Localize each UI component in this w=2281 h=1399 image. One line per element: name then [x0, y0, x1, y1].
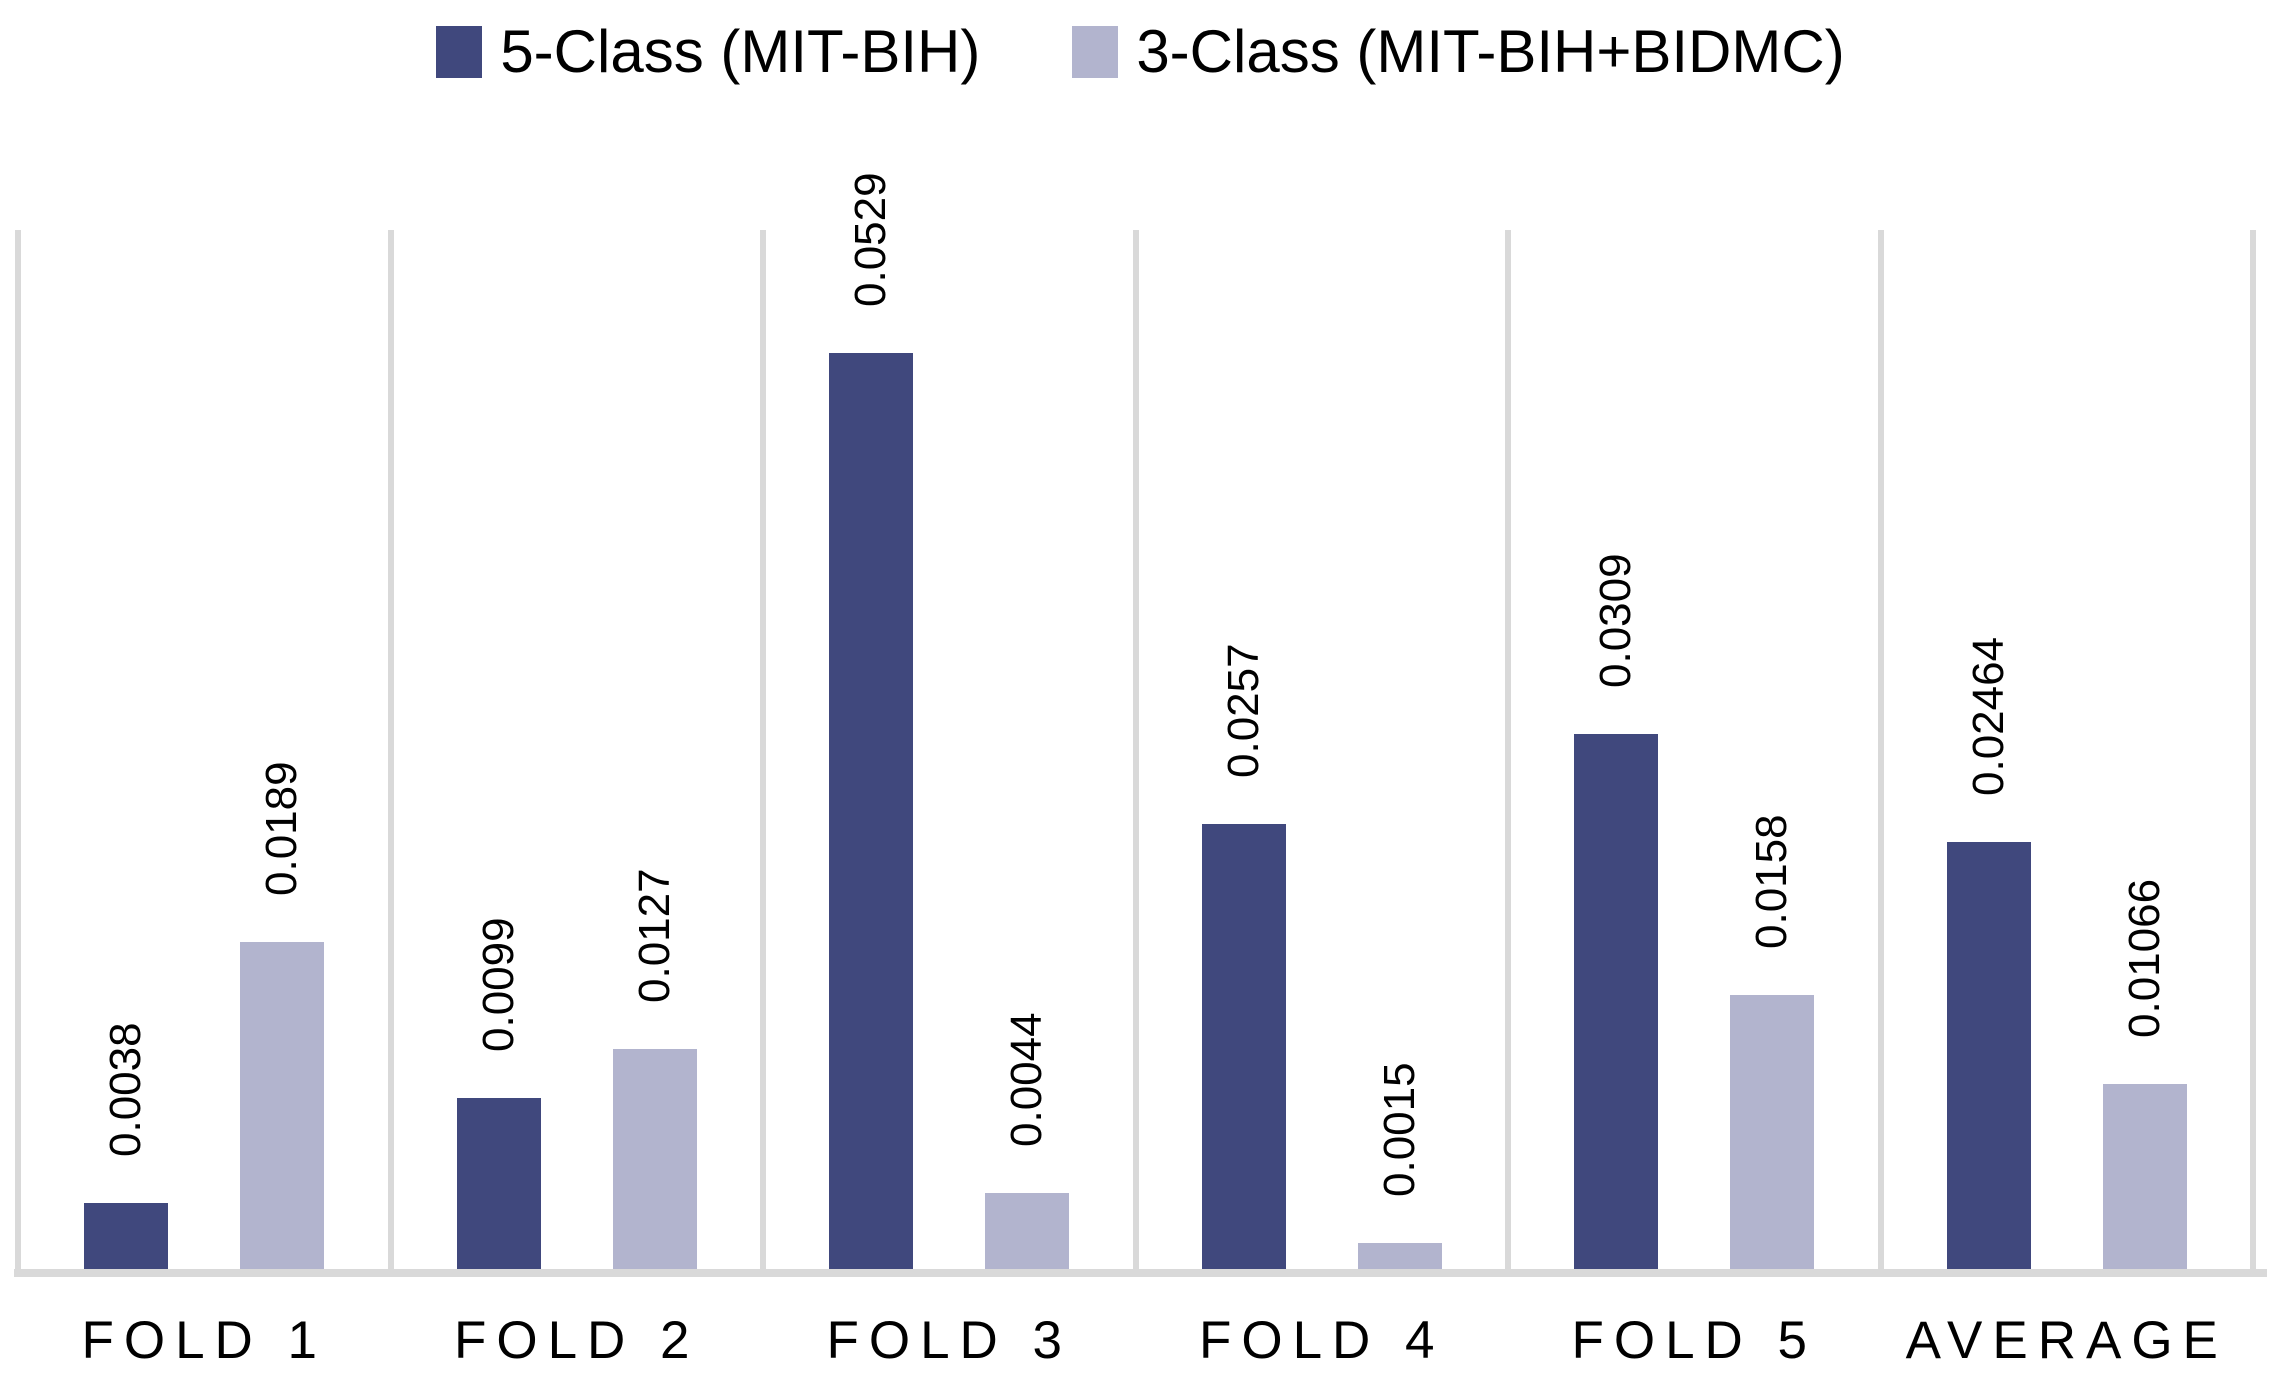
value-label-5-class-fold-3: 0.0529: [846, 172, 896, 307]
bar-3-class-average: [2102, 1084, 2187, 1269]
category-label-fold-1: FOLD 1: [81, 1311, 328, 1370]
value-label-3-class-average: 0.01066: [2119, 879, 2169, 1039]
category-separator-gridline: [2250, 230, 2256, 1269]
legend-label-3-class: 3-Class (MIT-BIH+BIDMC): [1136, 18, 1845, 85]
value-label-5-class-fold-1: 0.0038: [101, 1022, 151, 1158]
value-label-5-class-fold-5: 0.0309: [1591, 553, 1641, 688]
bar-3-class-fold-4: [1357, 1243, 1442, 1269]
category-label-fold-4: FOLD 4: [1198, 1311, 1445, 1370]
bar-3-class-fold-2: [612, 1049, 697, 1269]
bar-5-class-average: [1946, 842, 2031, 1269]
x-axis-line: [14, 1269, 2267, 1277]
bar-5-class-fold-1: [84, 1203, 169, 1269]
value-label-3-class-fold-5: 0.0158: [1747, 814, 1797, 950]
value-label-3-class-fold-3: 0.0044: [1002, 1012, 1052, 1147]
value-label-3-class-fold-1: 0.0189: [257, 761, 307, 896]
legend-label-5-class: 5-Class (MIT-BIH): [500, 18, 981, 85]
category-label-fold-3: FOLD 3: [826, 1311, 1073, 1370]
value-label-3-class-fold-4: 0.0015: [1374, 1062, 1424, 1198]
bar-5-class-fold-4: [1201, 823, 1286, 1269]
legend-item-5-class: 5-Class (MIT-BIH): [436, 22, 980, 82]
category-separator-gridline: [15, 230, 21, 1269]
bar-5-class-fold-2: [456, 1097, 541, 1269]
value-label-5-class-fold-4: 0.0257: [1218, 643, 1268, 778]
legend: 5-Class (MIT-BIH) 3-Class (MIT-BIH+BIDMC…: [0, 22, 2281, 82]
bar-3-class-fold-3: [985, 1192, 1070, 1269]
bar-5-class-fold-5: [1574, 733, 1659, 1269]
value-label-3-class-fold-2: 0.0127: [629, 868, 679, 1004]
bar-3-class-fold-5: [1730, 995, 1815, 1269]
legend-item-3-class: 3-Class (MIT-BIH+BIDMC): [1072, 18, 1845, 85]
legend-swatch-5-class-icon: [436, 26, 483, 78]
category-label-average: AVERAGE: [1905, 1311, 2228, 1370]
category-separator-gridline: [760, 230, 766, 1269]
category-label-fold-2: FOLD 2: [453, 1311, 700, 1370]
category-separator-gridline: [1505, 230, 1511, 1269]
value-label-5-class-average: 0.02464: [1963, 637, 2013, 797]
category-separator-gridline: [1877, 230, 1884, 1269]
category-separator-gridline: [387, 230, 394, 1269]
bar-5-class-fold-3: [829, 352, 914, 1269]
category-separator-gridline: [1132, 230, 1139, 1269]
legend-swatch-3-class-icon: [1072, 26, 1119, 78]
value-label-5-class-fold-2: 0.0099: [473, 916, 523, 1052]
bar-3-class-fold-1: [240, 941, 325, 1269]
category-label-fold-5: FOLD 5: [1571, 1311, 1818, 1370]
